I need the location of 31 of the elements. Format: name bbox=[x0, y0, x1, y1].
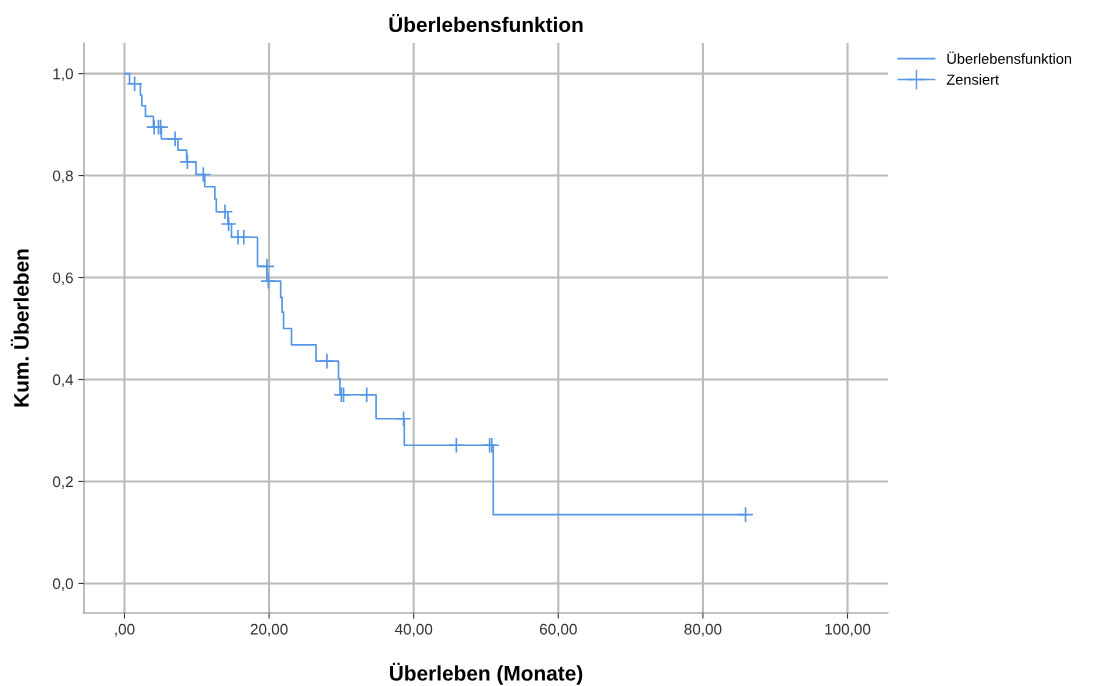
x-tick-label: 100,00 bbox=[825, 623, 871, 637]
y-axis-title: Kum. Überleben bbox=[10, 249, 29, 407]
point bbox=[126, 75, 143, 92]
y-tick-label: 1,0 bbox=[53, 68, 73, 82]
point bbox=[318, 353, 336, 370]
x-tick-label: 80,00 bbox=[684, 623, 722, 637]
point bbox=[216, 203, 234, 220]
y-tick-label: 0,4 bbox=[52, 374, 74, 387]
point bbox=[260, 272, 277, 290]
y-tick-label: 0,6 bbox=[52, 272, 73, 286]
point bbox=[166, 130, 184, 147]
point bbox=[258, 258, 276, 275]
x-tick-label: ,00 bbox=[115, 623, 135, 637]
point bbox=[395, 410, 412, 427]
legend-label: Zensiert bbox=[946, 74, 999, 85]
x-tick-label: 20,00 bbox=[250, 623, 288, 637]
point bbox=[220, 215, 237, 233]
x-tick-label: 40,00 bbox=[394, 623, 433, 637]
point bbox=[235, 229, 252, 246]
y-tick-label: 0,0 bbox=[52, 578, 73, 591]
chart-title: Überlebensfunktion bbox=[389, 14, 583, 33]
point bbox=[448, 437, 465, 454]
legend-label: Überlebensfunktion bbox=[947, 51, 1072, 64]
y-tick-label: 0,8 bbox=[52, 170, 73, 184]
point bbox=[737, 506, 754, 523]
x-tick-label: 60,00 bbox=[539, 623, 577, 637]
point bbox=[179, 153, 196, 170]
point bbox=[358, 386, 375, 403]
y-tick-label: 0,2 bbox=[52, 476, 73, 489]
point bbox=[195, 166, 212, 183]
x-axis-title: Überleben (Monate) bbox=[390, 662, 583, 685]
